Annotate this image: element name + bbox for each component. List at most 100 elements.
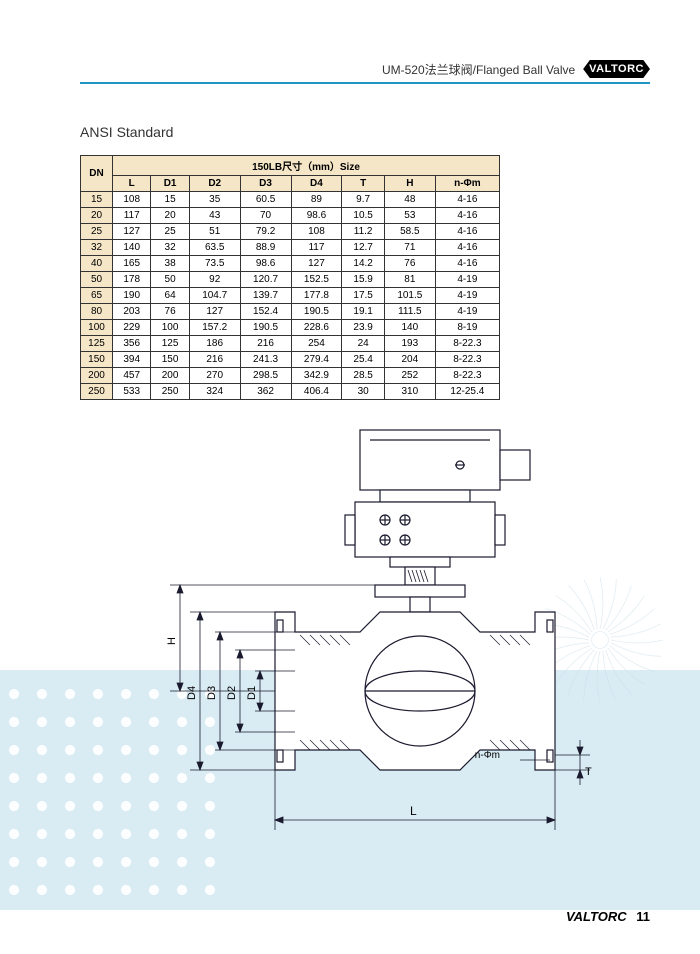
table-cell: 40 [81,256,113,272]
table-cell: 32 [81,240,113,256]
label-d1: D1 [246,686,258,700]
table-cell: 457 [113,368,151,384]
table-cell: 17.5 [342,288,385,304]
table-cell: 8-19 [435,320,499,336]
table-cell: 533 [113,384,151,400]
label-d4: D4 [186,686,198,700]
table-row: 150394150216241.3279.425.42048-22.3 [81,352,500,368]
table-cell: 150 [151,352,189,368]
col-header: D4 [291,176,342,192]
table-cell: 24 [342,336,385,352]
table-cell: 70 [240,208,291,224]
table-cell: 30 [342,384,385,400]
table-cell: 71 [384,240,435,256]
table-cell: 73.5 [189,256,240,272]
table-cell: 25 [151,224,189,240]
footer-brand: VALTORC [566,909,627,924]
table-cell: 250 [151,384,189,400]
col-header: D2 [189,176,240,192]
table-cell: 100 [151,320,189,336]
table-row: 15108153560.5899.7484-16 [81,192,500,208]
table-cell: 58.5 [384,224,435,240]
table-cell: 19.1 [342,304,385,320]
table-cell: 28.5 [342,368,385,384]
page-header: UM-520法兰球阀/Flanged Ball Valve VALTORC [80,60,650,78]
page-container: UM-520法兰球阀/Flanged Ball Valve VALTORC AN… [0,0,700,954]
table-cell: 20 [81,208,113,224]
table-row: 6519064104.7139.7177.817.5101.54-19 [81,288,500,304]
table-cell: 310 [384,384,435,400]
size-header: 150LB尺寸（mm）Size [113,156,500,176]
page-footer: VALTORC 11 [566,909,650,924]
table-cell: 203 [113,304,151,320]
table-row: 200457200270298.5342.928.52528-22.3 [81,368,500,384]
table-cell: 362 [240,384,291,400]
table-cell: 152.5 [291,272,342,288]
table-cell: 324 [189,384,240,400]
header-divider [80,82,650,84]
table-cell: 117 [291,240,342,256]
table-cell: 4-16 [435,224,499,240]
table-cell: 4-16 [435,256,499,272]
table-cell: 4-16 [435,192,499,208]
table-cell: 25 [81,224,113,240]
table-cell: 10.5 [342,208,385,224]
table-cell: 152.4 [240,304,291,320]
table-cell: 88.9 [240,240,291,256]
table-cell: 92 [189,272,240,288]
table-cell: 111.5 [384,304,435,320]
table-cell: 117 [113,208,151,224]
table-cell: 139.7 [240,288,291,304]
col-header: L [113,176,151,192]
table-cell: 279.4 [291,352,342,368]
table-cell: 38 [151,256,189,272]
table-cell: 60.5 [240,192,291,208]
table-cell: 9.7 [342,192,385,208]
table-cell: 406.4 [291,384,342,400]
dn-header: DN [81,156,113,192]
label-d2: D2 [226,686,238,700]
label-l: L [410,804,417,818]
label-t: T [585,766,592,778]
table-cell: 186 [189,336,240,352]
table-cell: 4-16 [435,240,499,256]
table-cell: 23.9 [342,320,385,336]
footer-page: 11 [636,909,650,924]
table-cell: 204 [384,352,435,368]
table-cell: 12-25.4 [435,384,499,400]
table-cell: 165 [113,256,151,272]
table-cell: 63.5 [189,240,240,256]
table-cell: 252 [384,368,435,384]
table-cell: 35 [189,192,240,208]
table-cell: 178 [113,272,151,288]
table-cell: 250 [81,384,113,400]
table-cell: 150 [81,352,113,368]
table-cell: 241.3 [240,352,291,368]
label-nphi: n-Φm [475,750,500,761]
table-cell: 100 [81,320,113,336]
table-cell: 8-22.3 [435,352,499,368]
table-cell: 15 [151,192,189,208]
table-row: 321403263.588.911712.7714-16 [81,240,500,256]
table-cell: 200 [81,368,113,384]
valve-diagram: H D4 D3 D2 D1 L T n-Φm [160,420,600,880]
table-cell: 51 [189,224,240,240]
table-cell: 177.8 [291,288,342,304]
table-cell: 190.5 [291,304,342,320]
table-cell: 98.6 [240,256,291,272]
table-cell: 298.5 [240,368,291,384]
table-row: 125356125186216254241938-22.3 [81,336,500,352]
table-cell: 4-19 [435,288,499,304]
table-cell: 76 [384,256,435,272]
table-row: 501785092120.7152.515.9814-19 [81,272,500,288]
table-cell: 11.2 [342,224,385,240]
table-cell: 81 [384,272,435,288]
table-cell: 229 [113,320,151,336]
table-cell: 394 [113,352,151,368]
table-cell: 50 [151,272,189,288]
table-cell: 8-22.3 [435,368,499,384]
col-header: n-Φm [435,176,499,192]
table-cell: 127 [113,224,151,240]
table-cell: 342.9 [291,368,342,384]
table-cell: 15 [81,192,113,208]
